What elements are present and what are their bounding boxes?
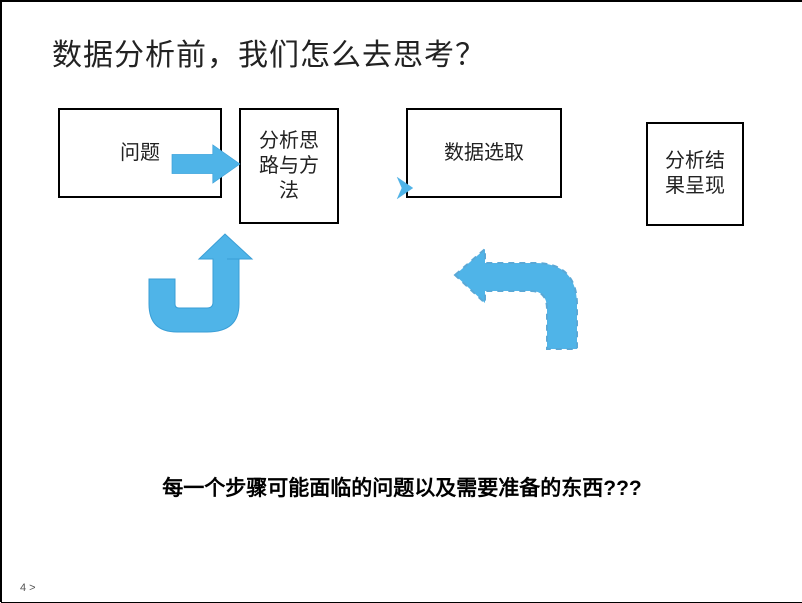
flow-box-label: 问题	[120, 141, 160, 166]
chevron-right-icon	[397, 177, 413, 199]
slide-subtitle: 每一个步骤可能面临的问题以及需要准备的东西???	[122, 472, 682, 502]
flow-box-label: 数据选取	[444, 141, 524, 166]
page-title: 数据分析前，我们怎么去思考？	[52, 30, 486, 74]
curved-arrow-right-icon	[455, 237, 590, 367]
arrow-right-icon	[172, 140, 240, 188]
flow-box-label: 分析思路与方法	[259, 129, 319, 204]
flow-box-data: 数据选取	[406, 108, 562, 198]
flow-box-result: 分析结果呈现	[646, 122, 744, 226]
flow-box-label: 分析结果呈现	[665, 149, 725, 199]
page-number: 4 >	[20, 582, 36, 594]
curved-arrow-left-icon	[137, 234, 297, 364]
flow-box-method: 分析思路与方法	[239, 108, 339, 224]
